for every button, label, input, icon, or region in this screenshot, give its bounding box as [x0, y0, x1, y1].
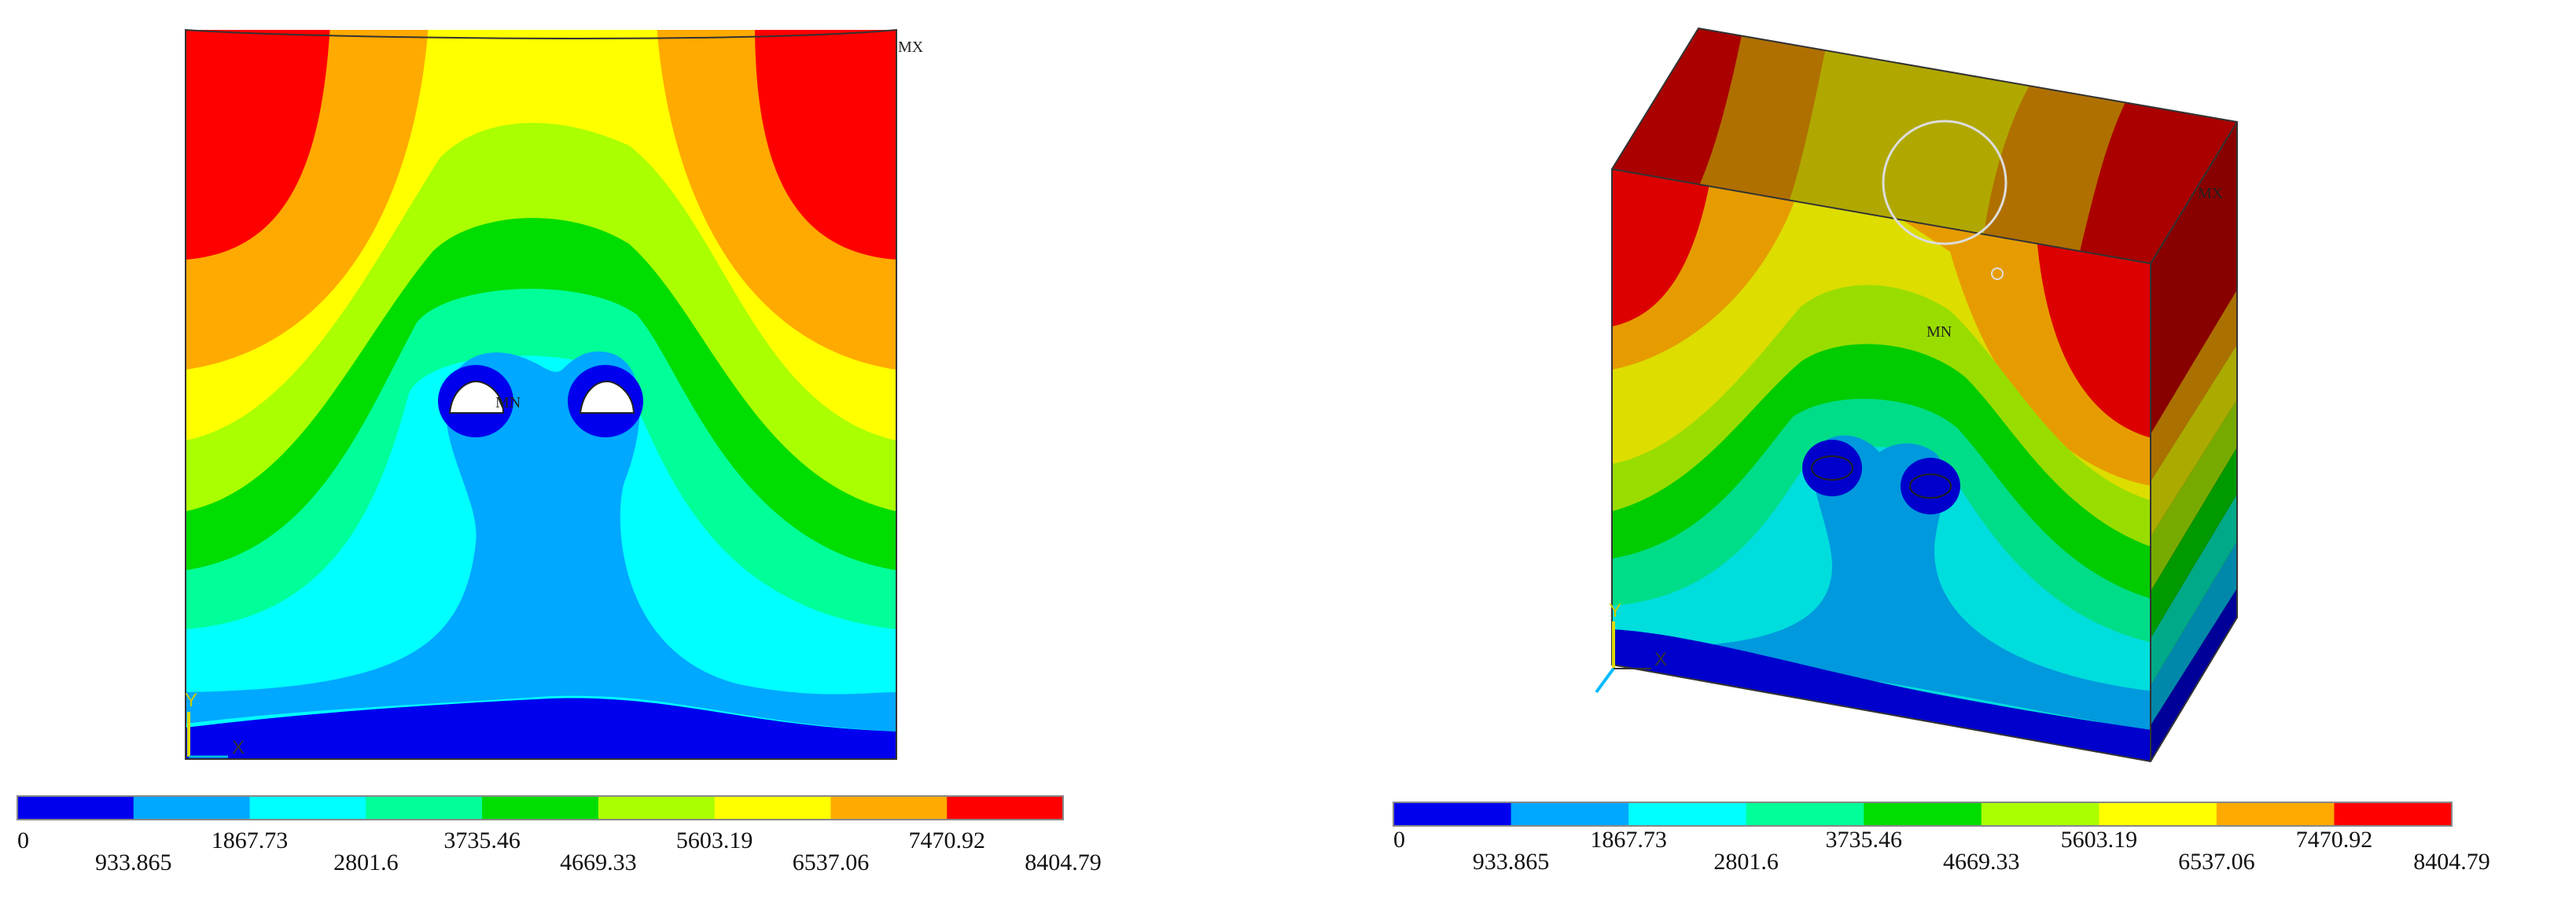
legend-swatch	[598, 796, 716, 820]
legend-swatch	[133, 796, 251, 820]
right-mx-marker: MX	[2198, 185, 2224, 202]
legend-tick-label: 8404.79	[1025, 850, 1102, 875]
legend-border	[17, 795, 1064, 820]
left-color-legend: 0 1867.73 3735.46 5603.19 7470.92 933.865 2801…	[17, 795, 1102, 875]
legend-tick-label: 7470.92	[908, 827, 985, 853]
legend-tick-label: 4669.33	[560, 850, 637, 875]
legend-tick-label: 8404.79	[2413, 849, 2490, 875]
left-contour-plot: MX MN Y X	[185, 28, 924, 760]
legend-tick-label: 5603.19	[676, 827, 753, 853]
legend-swatch	[1628, 802, 1747, 826]
legend-tick-label: 2801.6	[333, 850, 399, 875]
legend-border	[1393, 802, 2453, 827]
right-mn-marker: MN	[1926, 323, 1952, 341]
legend-swatch	[482, 796, 599, 820]
legend-swatch	[1981, 802, 2099, 826]
legend-swatch	[2334, 802, 2453, 826]
legend-swatch	[2216, 802, 2335, 826]
right-axis-x-label: X	[1654, 649, 1667, 670]
legend-tick-label: 6537.06	[2178, 849, 2255, 875]
left-mx-marker: MX	[898, 39, 924, 56]
legend-tick-label: 1867.73	[1590, 827, 1667, 853]
legend-swatch	[1393, 802, 1512, 826]
left-axis-triad: Y X	[185, 690, 245, 758]
legend-tick-label: 5603.19	[2061, 827, 2138, 853]
legend-tick-label: 0	[1393, 827, 1405, 853]
legend-swatch	[249, 796, 366, 820]
legend-tick-label: 0	[17, 827, 29, 853]
left-axis-x-label: X	[232, 737, 245, 758]
right-axis-y-label: Y	[1609, 600, 1621, 621]
legend-tick-label: 3735.46	[443, 827, 521, 853]
legend-swatch	[947, 796, 1064, 820]
legend-swatch	[1864, 802, 1982, 826]
right-color-legend: 0 1867.73 3735.46 5603.19 7470.92 933.865 2801…	[1393, 802, 2490, 875]
legend-swatch	[714, 796, 831, 820]
legend-tick-label: 3735.46	[1825, 827, 1902, 853]
legend-swatch	[366, 796, 483, 820]
legend-tick-label: 1867.73	[212, 827, 289, 853]
legend-swatch	[17, 796, 134, 820]
legend-tick-label: 4669.33	[1943, 849, 2020, 875]
left-axis-y-label: Y	[185, 690, 197, 711]
legend-tick-label: 933.865	[95, 850, 172, 875]
legend-swatch	[2099, 802, 2217, 826]
legend-tick-label: 2801.6	[1713, 849, 1779, 875]
left-mn-marker: MN	[495, 394, 521, 411]
legend-tick-label: 933.865	[1473, 849, 1550, 875]
right-axis-triad: Y X	[1595, 600, 1667, 694]
legend-tick-label: 6537.06	[793, 850, 870, 875]
right-contour-plot: MX MN Y X	[1595, 27, 2238, 763]
legend-swatch	[830, 796, 948, 820]
legend-swatch	[1511, 802, 1629, 826]
legend-tick-label: 7470.92	[2296, 827, 2373, 853]
legend-swatch	[1746, 802, 1864, 826]
